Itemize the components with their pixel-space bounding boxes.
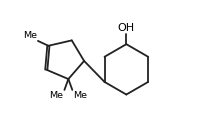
Text: Me: Me [23,31,37,40]
Text: Me: Me [73,91,87,100]
Text: OH: OH [117,23,134,33]
Text: Me: Me [49,91,63,100]
